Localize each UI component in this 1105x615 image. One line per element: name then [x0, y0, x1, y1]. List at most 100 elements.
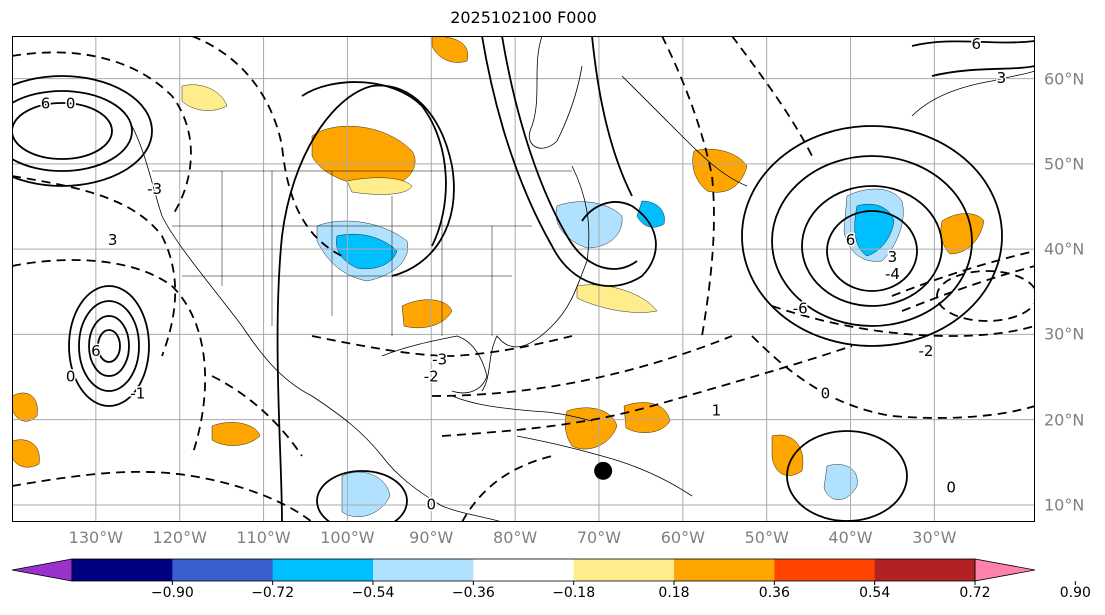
contour-high-atlantic-1 — [741, 125, 1003, 347]
contour-label: 3 — [997, 69, 1007, 87]
contour-label: -2 — [919, 342, 934, 360]
contour-label: 3 — [108, 231, 118, 249]
colorbar-extend-low — [11, 558, 73, 582]
colorbar-tick-label: 0.90 — [1059, 585, 1091, 601]
contour-high-alaska-2 — [12, 90, 133, 172]
shaded-anomalies — [12, 36, 985, 517]
colorbar-tick-label: −0.90 — [150, 585, 194, 601]
contour-label: -2 — [424, 368, 439, 386]
deep-blue-anomaly-atlantic — [854, 203, 895, 257]
colorbar-tick-label: −0.18 — [552, 585, 596, 601]
map-frame — [12, 36, 1035, 522]
contour-north-atlantic-2 — [931, 65, 1035, 77]
contour-label: 6 — [846, 231, 856, 249]
colorbar-segment — [473, 559, 575, 581]
longitude-label: 90°W — [409, 528, 454, 547]
deep-blue-anomaly-northeast — [636, 200, 665, 228]
contour-ridge-west-1 — [276, 84, 455, 522]
colorbar — [11, 558, 1076, 585]
chart-title: 2025102100 F000 — [450, 8, 597, 27]
orange-anomaly-atlantic-east — [623, 402, 671, 433]
orange-anomaly-caribbean — [564, 407, 618, 450]
colorbar-segment — [674, 559, 775, 581]
contour-label: 6 — [91, 342, 101, 360]
contour-label: -6 — [793, 299, 808, 317]
contour-ridge-west-2 — [301, 81, 447, 247]
contour-high-atlantic-2 — [771, 155, 973, 327]
contour-high-alaska-3 — [12, 102, 113, 160]
latitude-label: 30°N — [1044, 324, 1085, 344]
contour-low-central-america — [316, 470, 408, 522]
yellow-anomaly-pacific-nw — [346, 177, 413, 195]
solid-contours — [12, 36, 1035, 522]
orange-anomaly-west-pacific-south — [12, 439, 40, 468]
contour-label: 3 — [888, 248, 898, 266]
contour-high-pacific-2 — [78, 300, 140, 392]
orange-anomaly-west-pacific — [12, 392, 38, 422]
location-marker — [594, 461, 613, 480]
contour-label: 0 — [426, 495, 436, 513]
colorbar-tick-label: 0.18 — [658, 585, 690, 601]
longitude-label: 120°W — [152, 528, 207, 547]
colorbar-segment — [573, 559, 675, 581]
colorbar-segment — [272, 559, 374, 581]
longitude-label: 80°W — [493, 528, 538, 547]
longitude-label: 50°W — [744, 528, 789, 547]
coastlines — [131, 36, 1035, 522]
contour-high-pacific-4 — [97, 329, 121, 363]
contour-label: 6 — [972, 36, 982, 53]
contour-label: -4 — [885, 265, 900, 283]
contour-label: -3 — [432, 351, 447, 369]
contour-high-atlantic-3 — [801, 185, 943, 307]
contour-label: 0 — [946, 478, 956, 496]
contour-trough-east-3 — [591, 36, 633, 197]
contour-high-pacific-3 — [88, 315, 130, 377]
orange-anomaly-mid-atlantic — [771, 434, 804, 476]
colorbar-tick-label: −0.36 — [451, 585, 495, 601]
colorbar-tick-label: 0.36 — [758, 585, 790, 601]
orange-anomaly-hudson — [431, 36, 468, 63]
blue-anomaly-southeast — [823, 464, 858, 500]
longitude-label: 110°W — [236, 528, 291, 547]
blue-anomaly-central-america — [341, 471, 391, 517]
longitude-label: 60°W — [660, 528, 705, 547]
colorbar-frame — [71, 558, 976, 582]
colorbar-segment — [373, 559, 474, 581]
contour-label: -1 — [130, 385, 145, 403]
contour-label: -3 — [147, 180, 162, 198]
colorbar-segment — [774, 559, 876, 581]
colorbar-tick-label: −0.54 — [351, 585, 395, 601]
contour-label: 6 — [41, 95, 51, 113]
contour-high-atlantic-4 — [826, 210, 918, 292]
latitude-label: 60°N — [1044, 69, 1085, 89]
contour-label: 1 — [712, 402, 722, 420]
orange-anomaly-alaska-south — [181, 84, 228, 111]
contour-high-pacific-1 — [68, 285, 150, 407]
contour-label: 0 — [821, 385, 831, 403]
dashed-contours — [12, 36, 1035, 522]
contour-label: 0 — [66, 368, 76, 386]
colorbar-segment — [874, 559, 976, 581]
orange-anomaly-east-atlantic — [940, 213, 985, 255]
longitude-label: 70°W — [576, 528, 622, 547]
orange-anomaly-mexico-pacific — [211, 422, 261, 446]
yellow-anomaly-atlantic-coast — [576, 284, 658, 313]
colorbar-tick-label: −0.72 — [251, 585, 295, 601]
contour-label: 0 — [66, 95, 76, 113]
contour-trough-east-2 — [501, 36, 638, 270]
latitude-label: 50°N — [1044, 154, 1085, 174]
colorbar-extend-high — [974, 558, 1036, 582]
latitude-label: 20°N — [1044, 410, 1085, 430]
yellow-anomaly-gulf — [401, 299, 453, 329]
blue-anomaly-northeast — [555, 201, 623, 249]
contour-trough-east-1 — [481, 36, 657, 287]
latitude-label: 40°N — [1044, 239, 1085, 259]
colorbar-tick-label: 0.72 — [959, 585, 991, 601]
contour-north-atlantic — [911, 40, 1035, 47]
colorbar-segment — [172, 559, 274, 581]
longitude-label: 100°W — [320, 528, 375, 547]
state-borders — [152, 170, 572, 336]
colorbar-segment — [72, 559, 173, 581]
